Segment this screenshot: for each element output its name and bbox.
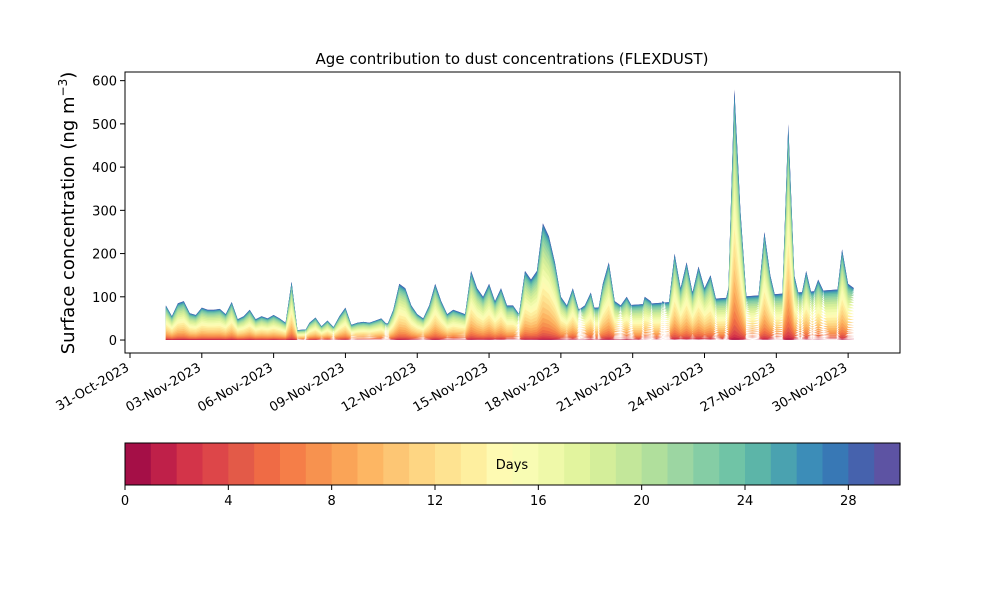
colorbar-ticks: 0 4 8 12 16 20 24 28 — [121, 485, 857, 509]
age-layer-3 — [165, 330, 855, 340]
colorbar-tick-label: 12 — [427, 494, 444, 509]
colorbar-cell — [719, 443, 746, 485]
age-layer-5 — [165, 318, 855, 340]
colorbar-cell — [176, 443, 204, 485]
y-tick-label: 500 — [92, 118, 117, 133]
colorbar-cell — [641, 443, 669, 485]
age-layer-11 — [165, 256, 855, 340]
colorbar-cell — [357, 443, 384, 485]
y-tick-label: 300 — [92, 204, 117, 219]
y-tick-label: 600 — [92, 75, 117, 90]
x-tick-label: 06-Nov-2023 — [195, 360, 275, 415]
plot-area: 0 100 200 300 400 500 600 31-Oct-202303-Nov-20… — [54, 71, 901, 415]
stacked-age-layers — [165, 89, 855, 341]
x-tick-label: 09-Nov-2023 — [267, 360, 347, 415]
colorbar-cell — [615, 443, 643, 485]
colorbar-tick-label: 4 — [224, 494, 232, 509]
colorbar-tick-label: 0 — [121, 494, 129, 509]
colorbar-tick-label: 20 — [633, 494, 650, 509]
colorbar-cell — [228, 443, 255, 485]
y-tick-label: 200 — [92, 248, 117, 263]
age-layer-4 — [165, 324, 855, 340]
x-tick-label: 27-Nov-2023 — [698, 360, 778, 415]
colorbar-cell — [745, 443, 772, 485]
colorbar-cell — [770, 443, 798, 485]
colorbar-cell — [822, 443, 849, 485]
colorbar-cell — [590, 443, 617, 485]
age-layer-10 — [165, 269, 855, 340]
x-axis-ticks: 31-Oct-202303-Nov-202306-Nov-202309-Nov-… — [54, 353, 850, 415]
age-layer-1 — [165, 337, 855, 340]
age-layer-6 — [165, 310, 855, 340]
colorbar-cell — [254, 443, 281, 485]
colorbar-cell — [409, 443, 436, 485]
colorbar-tick-label: 8 — [328, 494, 336, 509]
x-tick-label: 12-Nov-2023 — [339, 360, 419, 415]
x-tick-label: 03-Nov-2023 — [124, 360, 204, 415]
colorbar-cell — [538, 443, 565, 485]
colorbar-cell — [383, 443, 410, 485]
x-tick-label: 30-Nov-2023 — [770, 360, 850, 415]
y-tick-label: 0 — [109, 334, 117, 349]
colorbar-label: Days — [496, 458, 529, 473]
colorbar-cell — [331, 443, 359, 485]
colorbar-frame — [124, 442, 901, 486]
age-layer-8 — [165, 292, 855, 340]
colorbar-cell — [667, 443, 694, 485]
age-layer-7 — [165, 301, 855, 340]
x-tick-label: 18-Nov-2023 — [483, 360, 563, 415]
colorbar-cell — [305, 443, 333, 485]
x-tick-label: 21-Nov-2023 — [554, 360, 634, 415]
colorbar-cell — [848, 443, 875, 485]
y-tick-label: 100 — [92, 291, 117, 306]
colorbar-cell — [150, 443, 178, 485]
colorbar-cell — [125, 443, 152, 485]
colorbar-cell — [486, 443, 514, 485]
colorbar-cell — [460, 443, 488, 485]
colorbar-cell — [796, 443, 824, 485]
colorbar-cell — [512, 443, 539, 485]
age-layer-2 — [165, 334, 855, 340]
colorbar-cells — [125, 443, 901, 485]
y-axis-label: Surface concentration (ng m−3) — [56, 72, 79, 355]
x-tick-label: 31-Oct-2023 — [54, 360, 132, 414]
colorbar-tick-label: 24 — [737, 494, 754, 509]
y-tick-label: 400 — [92, 161, 117, 176]
age-layer-9 — [165, 281, 855, 340]
colorbar-cell — [435, 443, 462, 485]
x-tick-label: 24-Nov-2023 — [626, 360, 706, 415]
colorbar-tick-label: 28 — [840, 494, 857, 509]
colorbar-cell — [693, 443, 720, 485]
colorbar-cell — [874, 443, 901, 485]
x-tick-label: 15-Nov-2023 — [411, 360, 491, 415]
y-axis-ticks: 0 100 200 300 400 500 600 — [92, 75, 125, 349]
colorbar-cell — [564, 443, 591, 485]
colorbar-cell — [202, 443, 229, 485]
colorbar-cell — [280, 443, 307, 485]
colorbar-tick-label: 16 — [530, 494, 547, 509]
age-colorbar: Days 0 4 8 12 16 20 24 28 — [121, 442, 901, 509]
plot-frame — [124, 71, 901, 354]
chart-title: Age contribution to dust concentrations … — [316, 50, 709, 68]
